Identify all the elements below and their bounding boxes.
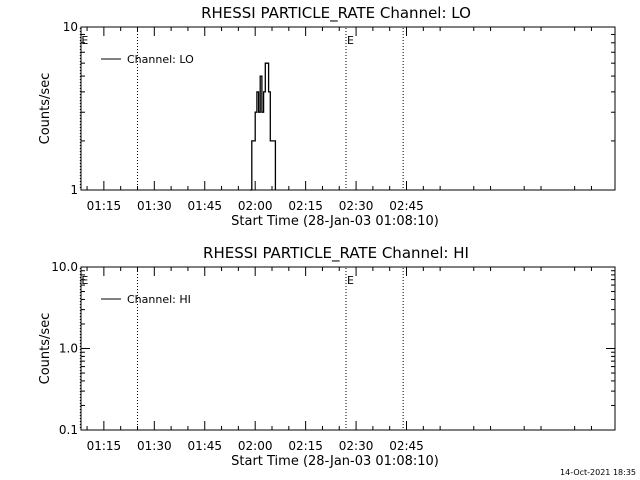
panel-2-title: RHESSI PARTICLE_RATE Channel: HI xyxy=(203,244,469,263)
panel-1-y-axis-label: Counts/sec xyxy=(38,73,53,145)
panel-2-x-tick-label: 01:45 xyxy=(187,439,222,453)
panel-2-x-tick-label: 02:30 xyxy=(339,439,374,453)
panel-2-x-tick-label: 02:45 xyxy=(389,439,424,453)
panel-2-y-tick-label: 10.0 xyxy=(51,260,78,274)
panel-1-y-tick-label: 1 xyxy=(70,183,78,197)
panel-2-event-marker-label: E xyxy=(347,274,354,287)
panel-1-event-marker-label: E xyxy=(81,34,88,47)
panel-1-x-axis-label: Start Time (28-Jan-03 01:08:10) xyxy=(231,214,439,229)
panel-2-y-tick-label: 0.1 xyxy=(59,423,78,437)
panel-1-event-marker-label: E xyxy=(347,34,354,47)
panel-1-x-tick-label: 01:15 xyxy=(87,199,122,213)
panel-1-title: RHESSI PARTICLE_RATE Channel: LO xyxy=(201,4,471,23)
panel-2-x-tick-label: 02:00 xyxy=(238,439,273,453)
panel-1-x-tick-label: 01:30 xyxy=(137,199,172,213)
panel-2-axes-frame xyxy=(80,266,616,431)
panel-1-series-line xyxy=(250,62,277,191)
panel-1-x-tick-label: 02:15 xyxy=(288,199,323,213)
panel-1-y-tick-label: 10 xyxy=(63,20,78,34)
panel-2-y-axis-label: Counts/sec xyxy=(38,313,53,385)
panel-1-legend-label: Channel: LO xyxy=(127,53,194,66)
panel-1-axes-frame xyxy=(80,26,616,191)
panel-1-x-tick-label: 02:30 xyxy=(339,199,374,213)
panel-1-x-tick-label: 02:00 xyxy=(238,199,273,213)
panel-1-x-tick-label: 02:45 xyxy=(389,199,424,213)
panel-2-x-tick-label: 01:15 xyxy=(87,439,122,453)
panel-2-legend-label: Channel: HI xyxy=(127,293,191,306)
panel-2-y-tick-label: 1.0 xyxy=(59,342,78,356)
footer-timestamp: 14-Oct-2021 18:35 xyxy=(560,468,636,477)
panel-2-x-axis-label: Start Time (28-Jan-03 01:08:10) xyxy=(231,454,439,469)
panel-1-x-tick-label: 01:45 xyxy=(187,199,222,213)
panel-2-x-tick-label: 01:30 xyxy=(137,439,172,453)
panel-2-x-tick-label: 02:15 xyxy=(288,439,323,453)
panel-2-event-marker-label: E xyxy=(81,274,88,287)
